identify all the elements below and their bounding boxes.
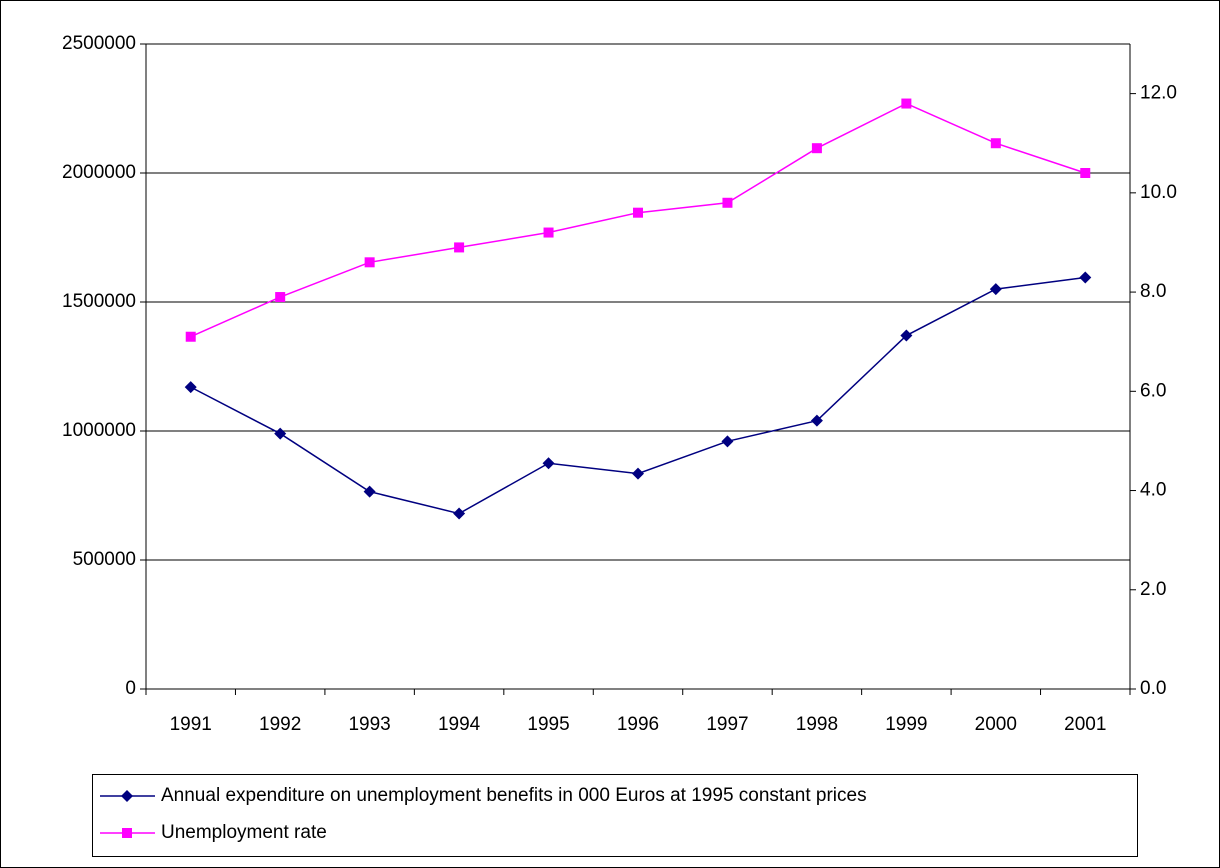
marker [1080,168,1091,178]
x-tick-label: 1999 [885,714,927,735]
marker [1079,271,1092,284]
y-tick-label: 1500000 [62,291,136,312]
x-tick-label: 1996 [617,714,659,735]
x-tick-label: 1992 [259,714,301,735]
marker [633,207,643,218]
x-tick-label: 1994 [438,714,481,735]
legend-label: Unemployment rate [161,822,327,843]
x-tick-label: 1991 [170,714,212,735]
marker [185,331,196,342]
y-tick-label: 500000 [73,549,136,570]
marker [542,457,555,470]
marker [900,329,913,342]
legend-marker [122,828,132,838]
legend-box [92,774,1138,857]
marker [274,427,287,440]
y2-tick-label: 4.0 [1140,480,1166,501]
y2-tick-label: 10.0 [1140,182,1177,203]
marker [901,98,912,109]
y-tick-label: 0 [125,678,136,699]
x-tick-label: 1997 [706,714,748,735]
marker [722,197,733,208]
marker [363,485,376,498]
legend-label: Annual expenditure on unemployment benef… [161,785,867,806]
x-tick-label: 1993 [348,714,390,735]
x-tick-label: 1998 [796,714,838,735]
y2-tick-label: 2.0 [1140,579,1166,600]
marker [721,435,734,448]
y-tick-label: 2500000 [62,33,136,54]
y2-tick-label: 12.0 [1140,83,1177,104]
marker [364,257,375,268]
y2-tick-label: 0.0 [1140,678,1166,699]
y-tick-label: 2000000 [62,162,136,183]
marker [543,227,554,238]
marker [989,283,1002,296]
x-tick-label: 1995 [527,714,569,735]
y2-tick-label: 8.0 [1140,281,1166,302]
x-tick-label: 2000 [975,714,1017,735]
legend-marker [121,790,133,802]
y2-tick-label: 6.0 [1140,380,1166,401]
marker [454,242,465,253]
marker [990,138,1001,149]
marker [811,143,822,154]
y-tick-label: 1000000 [62,420,136,441]
marker [184,381,197,394]
marker [453,507,466,520]
marker [632,467,644,480]
marker [275,292,286,303]
x-tick-label: 2001 [1064,714,1106,735]
marker [810,414,823,427]
